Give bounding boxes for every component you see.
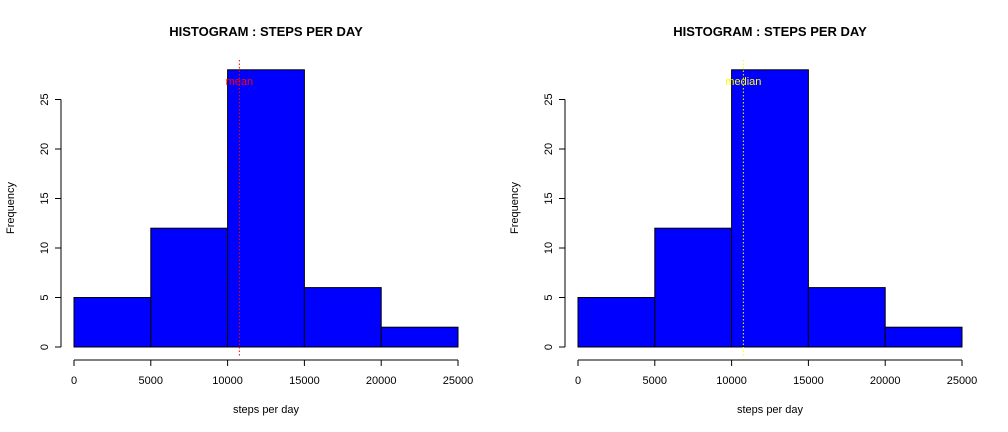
x-tick-label: 15000 bbox=[289, 375, 320, 387]
x-tick-label: 0 bbox=[575, 375, 581, 387]
y-axis-label: Frequency bbox=[5, 182, 17, 234]
bars bbox=[577, 69, 963, 348]
histogram-bar bbox=[303, 287, 382, 348]
x-tick-label: 5000 bbox=[643, 375, 667, 387]
chart-title: HISTOGRAM : STEPS PER DAY bbox=[673, 24, 867, 39]
histogram-bar bbox=[884, 326, 963, 348]
y-tick-label: 15 bbox=[39, 192, 51, 204]
histogram-bar bbox=[807, 287, 886, 348]
y-tick-label: 10 bbox=[543, 242, 555, 254]
y-tick-label: 0 bbox=[543, 344, 555, 350]
bars bbox=[73, 69, 459, 348]
chart-title: HISTOGRAM : STEPS PER DAY bbox=[169, 24, 363, 39]
x-axis: 0 5000 10000 15000 20000 25000 bbox=[71, 359, 474, 387]
x-tick-label: 20000 bbox=[870, 375, 901, 387]
histogram-bar bbox=[73, 297, 152, 348]
histogram-bar bbox=[150, 227, 229, 348]
x-tick-label: 0 bbox=[71, 375, 77, 387]
y-tick-label: 20 bbox=[39, 143, 51, 155]
y-tick-label: 25 bbox=[543, 93, 555, 105]
mean-label: mean bbox=[226, 76, 254, 88]
y-axis: 0 5 10 15 20 25 bbox=[543, 93, 566, 350]
histogram-bar bbox=[731, 69, 809, 348]
x-tick-label: 15000 bbox=[793, 375, 824, 387]
histogram-bar bbox=[380, 326, 459, 348]
y-tick-label: 10 bbox=[39, 242, 51, 254]
y-tick-label: 15 bbox=[543, 192, 555, 204]
x-tick-label: 25000 bbox=[443, 375, 474, 387]
x-tick-label: 5000 bbox=[139, 375, 163, 387]
y-tick-label: 5 bbox=[543, 294, 555, 300]
y-tick-label: 20 bbox=[543, 143, 555, 155]
y-tick-label: 5 bbox=[39, 294, 51, 300]
histogram-bar bbox=[577, 297, 656, 348]
x-tick-label: 25000 bbox=[947, 375, 978, 387]
y-tick-label: 25 bbox=[39, 93, 51, 105]
histogram-panel-median: HISTOGRAM : STEPS PER DAY steps per day … bbox=[509, 24, 977, 416]
histogram-bar bbox=[227, 69, 305, 348]
y-tick-label: 0 bbox=[39, 344, 51, 350]
x-axis-label: steps per day bbox=[233, 404, 300, 416]
histogram-panel-mean: HISTOGRAM : STEPS PER DAY steps per day … bbox=[5, 24, 473, 416]
x-tick-label: 20000 bbox=[366, 375, 397, 387]
x-tick-label: 10000 bbox=[212, 375, 243, 387]
x-axis: 0 5000 10000 15000 20000 25000 bbox=[575, 359, 978, 387]
median-label: median bbox=[725, 76, 761, 88]
x-tick-label: 10000 bbox=[716, 375, 747, 387]
y-axis-label: Frequency bbox=[509, 182, 521, 234]
histogram-bar bbox=[654, 227, 733, 348]
y-axis: 0 5 10 15 20 25 bbox=[39, 93, 62, 350]
x-axis-label: steps per day bbox=[737, 404, 804, 416]
